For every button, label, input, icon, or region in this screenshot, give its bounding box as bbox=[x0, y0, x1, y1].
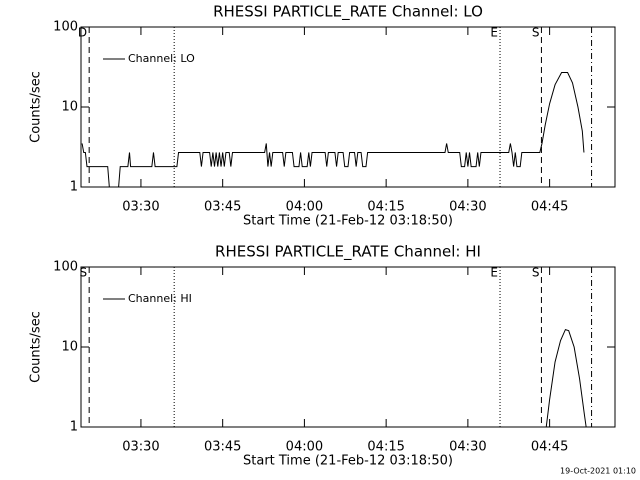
event-label: D bbox=[78, 26, 87, 40]
x-axis-label: Start Time (21-Feb-12 03:18:50) bbox=[243, 214, 453, 229]
y-axis-label: Counts/sec bbox=[29, 71, 44, 143]
event-label: S bbox=[532, 26, 540, 40]
legend-label: Channel: HI bbox=[128, 292, 192, 305]
x-tick-label: 04:00 bbox=[286, 200, 323, 215]
x-tick-label: 04:45 bbox=[531, 200, 568, 215]
x-axis-label: Start Time (21-Feb-12 03:18:50) bbox=[243, 454, 453, 469]
event-label: E bbox=[490, 26, 498, 40]
x-tick-label: 03:30 bbox=[122, 200, 159, 215]
y-axis-label: Counts/sec bbox=[29, 311, 44, 383]
data-line bbox=[81, 71, 585, 187]
y-tick-label: 10 bbox=[61, 100, 78, 115]
y-tick-label: 1 bbox=[70, 180, 78, 195]
x-tick-label: 03:45 bbox=[204, 200, 241, 215]
event-label: S bbox=[532, 266, 540, 280]
y-tick-label: 10 bbox=[61, 340, 78, 355]
chart-title: RHESSI PARTICLE_RATE Channel: LO bbox=[213, 3, 483, 22]
x-tick-label: 04:30 bbox=[449, 200, 486, 215]
x-tick-label: 03:45 bbox=[204, 440, 241, 455]
y-tick-label: 1 bbox=[70, 420, 78, 435]
x-tick-label: 04:00 bbox=[286, 440, 323, 455]
y-tick-label: 100 bbox=[53, 260, 78, 275]
legend-label: Channel: LO bbox=[128, 52, 195, 65]
event-label: E bbox=[490, 266, 498, 280]
chart-title: RHESSI PARTICLE_RATE Channel: HI bbox=[215, 243, 481, 262]
data-line bbox=[545, 328, 587, 427]
x-tick-label: 04:15 bbox=[367, 200, 404, 215]
x-tick-label: 04:30 bbox=[449, 440, 486, 455]
y-tick-label: 100 bbox=[53, 20, 78, 35]
event-label: S bbox=[80, 266, 88, 280]
x-tick-label: 04:15 bbox=[367, 440, 404, 455]
timestamp: 19-Oct-2021 01:10 bbox=[560, 467, 636, 476]
x-tick-label: 03:30 bbox=[122, 440, 159, 455]
x-tick-label: 04:45 bbox=[531, 440, 568, 455]
